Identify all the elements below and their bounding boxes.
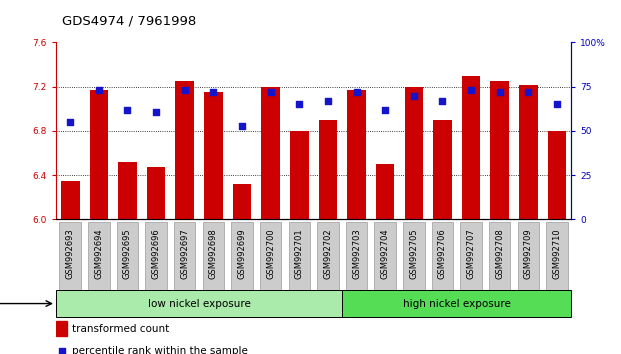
- FancyBboxPatch shape: [546, 222, 568, 290]
- Text: GSM992703: GSM992703: [352, 228, 361, 279]
- Point: [495, 89, 505, 95]
- Text: percentile rank within the sample: percentile rank within the sample: [73, 346, 248, 354]
- Point: [94, 87, 104, 93]
- Bar: [548, 131, 566, 219]
- Text: GSM992700: GSM992700: [266, 228, 275, 279]
- Text: GSM992702: GSM992702: [324, 228, 332, 279]
- Point: [524, 89, 533, 95]
- Bar: [261, 87, 280, 219]
- Text: GSM992708: GSM992708: [495, 228, 504, 279]
- Text: GSM992695: GSM992695: [123, 228, 132, 279]
- Text: GSM992699: GSM992699: [237, 228, 247, 279]
- Text: GSM992693: GSM992693: [66, 228, 75, 279]
- Text: low nickel exposure: low nickel exposure: [148, 298, 250, 309]
- Bar: [433, 120, 451, 219]
- FancyBboxPatch shape: [460, 222, 482, 290]
- Text: GDS4974 / 7961998: GDS4974 / 7961998: [62, 14, 196, 27]
- Text: GSM992697: GSM992697: [180, 228, 189, 279]
- Text: GSM992701: GSM992701: [295, 228, 304, 279]
- Point: [151, 109, 161, 114]
- Bar: [404, 87, 423, 219]
- Text: GSM992709: GSM992709: [524, 228, 533, 279]
- FancyBboxPatch shape: [346, 222, 367, 290]
- Text: high nickel exposure: high nickel exposure: [403, 298, 510, 309]
- Point: [380, 107, 390, 113]
- Text: GSM992696: GSM992696: [152, 228, 161, 279]
- Point: [552, 102, 562, 107]
- Text: transformed count: transformed count: [73, 324, 170, 334]
- Text: GSM992706: GSM992706: [438, 228, 447, 279]
- Bar: [376, 164, 394, 219]
- Point: [294, 102, 304, 107]
- Text: GSM992705: GSM992705: [409, 228, 419, 279]
- FancyBboxPatch shape: [374, 222, 396, 290]
- FancyBboxPatch shape: [432, 222, 453, 290]
- FancyBboxPatch shape: [202, 222, 224, 290]
- Bar: [204, 92, 223, 219]
- FancyBboxPatch shape: [117, 222, 138, 290]
- Point: [351, 89, 361, 95]
- FancyBboxPatch shape: [174, 222, 196, 290]
- Bar: [347, 90, 366, 219]
- Point: [323, 98, 333, 104]
- Point: [65, 119, 75, 125]
- Text: GSM992698: GSM992698: [209, 228, 218, 279]
- Text: GSM992704: GSM992704: [381, 228, 390, 279]
- Point: [57, 348, 66, 354]
- FancyBboxPatch shape: [60, 222, 81, 290]
- Bar: [342, 290, 571, 317]
- Bar: [61, 181, 79, 219]
- Point: [266, 89, 276, 95]
- Bar: [491, 81, 509, 219]
- Bar: [56, 321, 67, 336]
- Bar: [462, 76, 481, 219]
- Point: [466, 87, 476, 93]
- FancyBboxPatch shape: [145, 222, 167, 290]
- Bar: [290, 131, 309, 219]
- Point: [237, 123, 247, 129]
- Point: [209, 89, 219, 95]
- Bar: [176, 81, 194, 219]
- Bar: [56, 290, 342, 317]
- FancyBboxPatch shape: [260, 222, 281, 290]
- FancyBboxPatch shape: [489, 222, 510, 290]
- Bar: [519, 85, 538, 219]
- Bar: [118, 162, 137, 219]
- FancyBboxPatch shape: [88, 222, 109, 290]
- FancyBboxPatch shape: [317, 222, 338, 290]
- Text: GSM992707: GSM992707: [466, 228, 476, 279]
- Bar: [319, 120, 337, 219]
- Text: GSM992694: GSM992694: [94, 228, 103, 279]
- FancyBboxPatch shape: [289, 222, 310, 290]
- Point: [437, 98, 447, 104]
- FancyBboxPatch shape: [403, 222, 425, 290]
- Bar: [89, 90, 108, 219]
- Bar: [147, 167, 165, 219]
- FancyBboxPatch shape: [231, 222, 253, 290]
- Point: [180, 87, 190, 93]
- Bar: [233, 184, 252, 219]
- Text: GSM992710: GSM992710: [553, 228, 561, 279]
- FancyBboxPatch shape: [518, 222, 539, 290]
- Point: [122, 107, 132, 113]
- Point: [409, 93, 419, 98]
